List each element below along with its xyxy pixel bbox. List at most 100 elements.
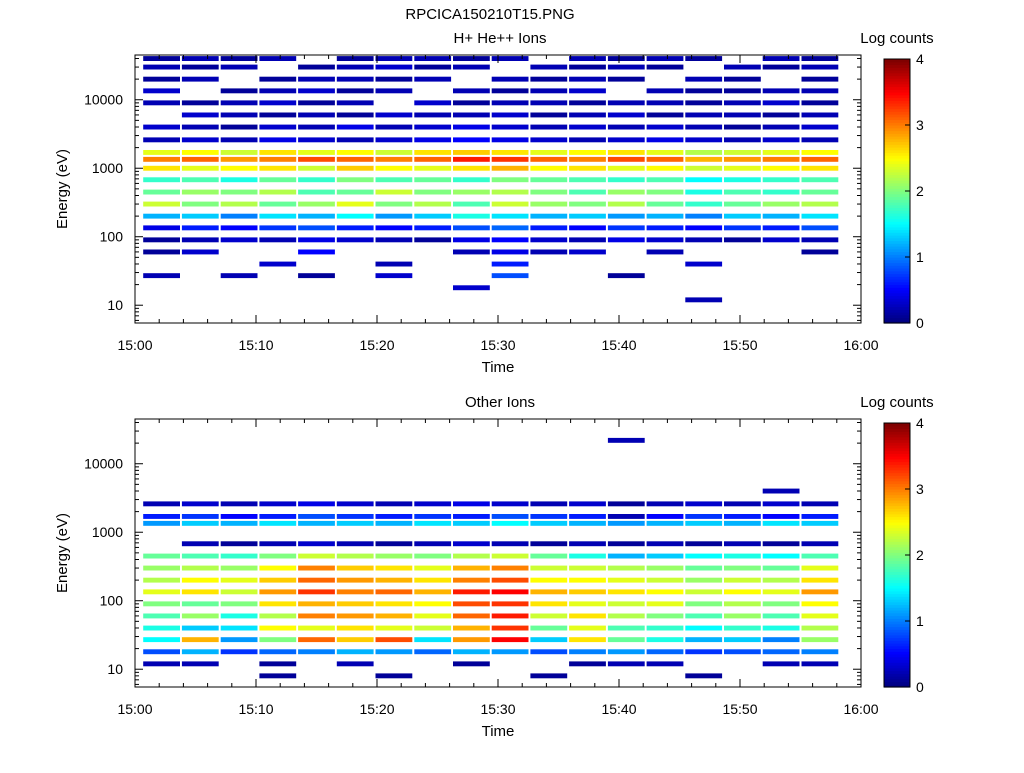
heatmap-cell: [762, 589, 800, 595]
heatmap-cell: [646, 541, 684, 547]
heatmap-cell: [375, 261, 413, 267]
heatmap-cell: [762, 189, 800, 195]
heatmap-cell: [298, 520, 335, 526]
heatmap-cell: [530, 637, 568, 643]
colorbar-step: [884, 489, 910, 493]
heatmap-cell: [298, 601, 335, 607]
panel-title: Other Ions: [465, 394, 535, 411]
heatmap-cell: [259, 565, 297, 571]
colorbar-step: [884, 577, 910, 581]
heatmap-cell: [414, 64, 452, 70]
colorbar-step: [884, 75, 910, 79]
heatmap-cell: [414, 237, 452, 243]
colorbar-step: [884, 662, 910, 666]
heatmap-cell: [762, 56, 800, 61]
colorbar-step: [884, 665, 910, 669]
colorbar-step: [884, 436, 910, 441]
heatmap-cell: [685, 520, 723, 526]
heatmap-cell: [143, 514, 180, 519]
colorbar-step: [884, 240, 910, 244]
heatmap-cell: [607, 589, 645, 595]
heatmap-cell: [569, 177, 606, 183]
heatmap-cell: [724, 213, 761, 219]
heatmap-cell: [181, 237, 219, 243]
heatmap-cell: [298, 237, 335, 243]
x-tick-label: 15:10: [238, 337, 273, 353]
colorbar-step: [884, 218, 910, 222]
heatmap-cell: [491, 124, 529, 130]
heatmap-cell: [801, 637, 839, 643]
colorbar-step: [884, 574, 910, 578]
heatmap-cell: [685, 577, 723, 583]
heatmap-cell: [607, 437, 645, 443]
colorbar-step: [884, 563, 910, 567]
heatmap-cell: [685, 189, 723, 195]
heatmap-cell: [259, 201, 297, 207]
heatmap-cell: [298, 124, 335, 130]
heatmap-cell: [414, 520, 452, 526]
colorbar-step: [884, 94, 910, 99]
heatmap-cell: [453, 88, 490, 94]
heatmap-cell: [801, 501, 839, 507]
heatmap-cell: [724, 589, 761, 595]
heatmap-cell: [569, 88, 606, 94]
heatmap-cell: [569, 189, 606, 195]
heatmap-cell: [259, 100, 297, 106]
colorbar-step: [884, 70, 910, 74]
colorbar-step: [884, 447, 910, 452]
heatmap-cell: [453, 165, 490, 171]
colorbar-step: [884, 579, 910, 584]
heatmap-cell: [259, 514, 297, 519]
heatmap-cell: [762, 613, 800, 619]
heatmap-cell: [220, 501, 258, 507]
x-tick-label: 15:30: [480, 701, 515, 717]
heatmap-cell: [762, 177, 800, 183]
heatmap-cell: [530, 112, 568, 118]
plot-frame: [134, 418, 862, 688]
heatmap-cell: [569, 625, 606, 631]
colorbar-step: [884, 147, 910, 151]
heatmap-cell: [414, 213, 452, 219]
heatmap-cell: [375, 637, 413, 643]
colorbar-step: [884, 163, 910, 167]
colorbar-step: [884, 177, 910, 181]
heatmap-cell: [143, 661, 180, 667]
heatmap-cell: [181, 601, 219, 607]
heatmap-cell: [569, 64, 606, 70]
heatmap-cell: [685, 150, 723, 155]
heatmap-cell: [298, 514, 335, 519]
heatmap-cell: [801, 565, 839, 571]
colorbar-tick-label: 3: [916, 481, 924, 497]
colorbar-step: [884, 461, 910, 465]
colorbar-step: [884, 522, 910, 526]
heatmap-cell: [607, 150, 645, 155]
colorbar-step: [884, 610, 910, 614]
colorbar-step: [884, 615, 910, 619]
heatmap-cell: [491, 261, 529, 267]
heatmap-cell: [181, 589, 219, 595]
colorbar-step: [884, 248, 910, 253]
heatmap-cell: [685, 156, 723, 162]
colorbar-step: [884, 279, 910, 283]
colorbar-step: [884, 623, 910, 628]
heatmap-cell: [607, 165, 645, 171]
heatmap-cell: [453, 601, 490, 607]
heatmap-cell: [298, 137, 335, 143]
heatmap-cell: [491, 76, 529, 82]
colorbar-step: [884, 136, 910, 140]
heatmap-cell: [569, 514, 606, 519]
heatmap-cell: [181, 156, 219, 162]
heatmap-cell: [375, 137, 413, 143]
heatmap-cell: [801, 124, 839, 130]
colorbar-step: [884, 659, 910, 663]
heatmap-cell: [762, 541, 800, 547]
heatmap-cell: [646, 156, 684, 162]
heatmap-cell: [646, 88, 684, 94]
heatmap-cell: [375, 601, 413, 607]
heatmap-cell: [181, 565, 219, 571]
heatmap-cell: [724, 520, 761, 526]
heatmap-cell: [181, 137, 219, 143]
colorbar-step: [884, 519, 910, 523]
heatmap-cell: [762, 661, 800, 667]
heatmap-cell: [143, 625, 180, 631]
